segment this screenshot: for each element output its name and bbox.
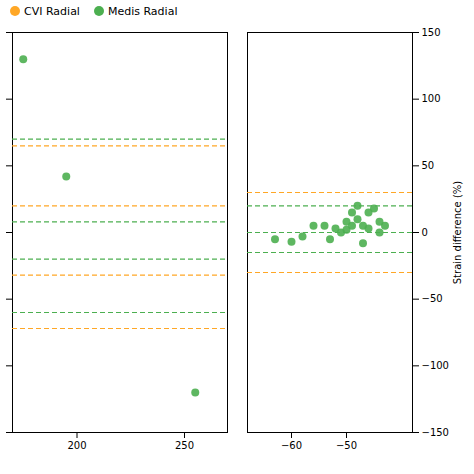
svg-text:250: 250 [175, 440, 194, 451]
svg-text:−50: −50 [422, 293, 443, 304]
svg-text:−60: −60 [281, 440, 302, 451]
html-text:CVI Radial: CVI Radial [24, 4, 80, 18]
svg-text:150: 150 [422, 27, 441, 38]
svg-text:−150: −150 [422, 427, 449, 438]
svg-text:200: 200 [67, 440, 86, 451]
svg-text:0: 0 [422, 227, 428, 238]
html-text:Medis Radial: Medis Radial [107, 4, 178, 18]
svg-text:−100: −100 [422, 360, 449, 371]
svg-text:−50: −50 [336, 440, 357, 451]
svg-text:Strain difference (%): Strain difference (%) [452, 181, 463, 285]
svg-text:100: 100 [422, 93, 441, 104]
svg-text:50: 50 [422, 160, 435, 171]
